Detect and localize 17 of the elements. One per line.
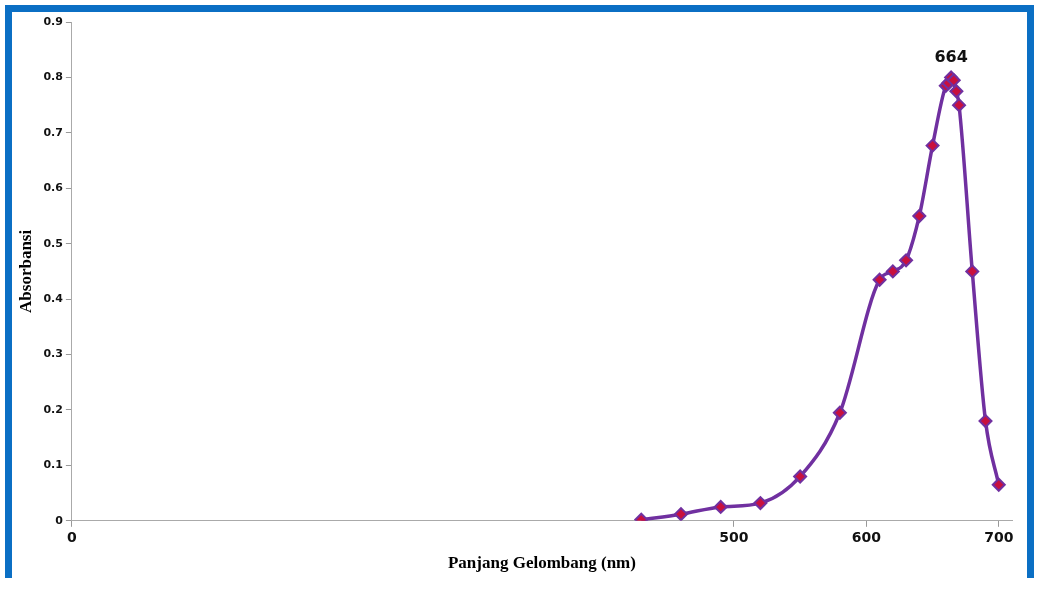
y-tick-label: 0.5 <box>43 236 63 250</box>
x-tick-label: 500 <box>719 528 749 545</box>
y-tick-label: 0.7 <box>43 125 63 139</box>
x-tick-label: 700 <box>984 528 1014 545</box>
y-tick-label: 0.3 <box>43 347 63 361</box>
y-tick-label: 0.1 <box>43 458 63 472</box>
x-axis-title: Panjang Gelombang (nm) <box>447 553 636 573</box>
y-tick-label: 0.9 <box>43 14 63 28</box>
y-tick-label: 0.4 <box>43 291 64 305</box>
y-tick-label: 0.8 <box>43 70 63 84</box>
y-axis-title: Absorbansi <box>15 229 35 313</box>
x-tick-label: 0 <box>67 528 78 545</box>
x-tick-label: 600 <box>851 528 882 545</box>
y-tick-label: 0 <box>55 513 64 527</box>
y-tick-label: 0.6 <box>43 181 64 195</box>
y-tick-label: 0.2 <box>43 402 63 416</box>
annotation: 664 <box>934 46 968 66</box>
